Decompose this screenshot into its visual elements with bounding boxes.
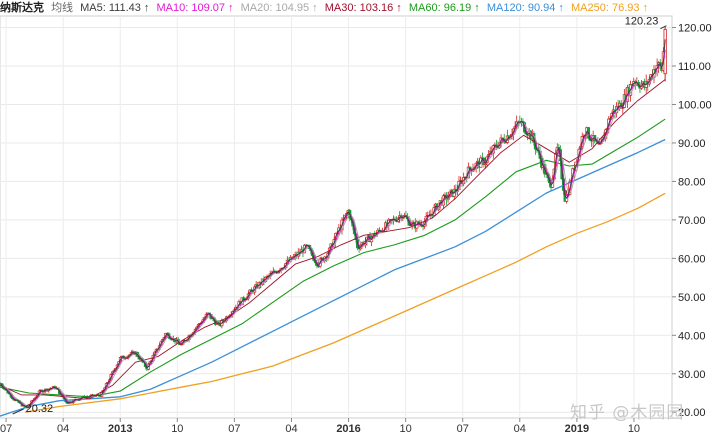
x-tick-label: 10 <box>171 423 183 435</box>
legend-ma60: MA60: 96.19 ↑ <box>408 2 480 14</box>
series-line-ma5 <box>0 39 666 408</box>
y-axis: 20.00 30.00 40.00 50.00 60.00 70.00 80.00 90.00… <box>672 23 712 419</box>
y-tick-label: 50.00 <box>678 292 706 304</box>
x-tick-label: 07 <box>457 423 469 435</box>
legend-ma120: MA120: 90.94 ↑ <box>486 2 564 14</box>
chart-type-label[interactable]: 均线 <box>51 2 74 14</box>
y-tick-label: 60.00 <box>678 253 706 265</box>
annotation-high-arrow <box>660 25 667 30</box>
grid-lines <box>0 15 673 419</box>
y-tick-label: 30.00 <box>678 369 706 381</box>
x-tick-label: 07 <box>228 423 240 435</box>
y-tick-label: 120.00 <box>678 23 712 35</box>
legend-ma5: MA5: 111.43 ↑ <box>80 2 150 14</box>
x-axis: 07 04 2013 10 07 04 2016 10 07 04 2019 10 <box>0 418 640 435</box>
legend-ma250: MA250: 76.93 ↑ <box>571 2 649 14</box>
price-bars <box>0 26 667 409</box>
y-tick-label: 70.00 <box>678 215 706 227</box>
x-tick-label: 2016 <box>336 423 360 435</box>
index-title: 纳斯达克 <box>0 2 44 14</box>
y-tick-label: 100.00 <box>678 99 712 111</box>
legend-ma10: MA10: 109.07 ↑ <box>156 2 234 14</box>
y-tick-label: 90.00 <box>678 138 706 150</box>
x-tick-label: 2019 <box>565 423 589 435</box>
y-tick-label: 80.00 <box>678 176 706 188</box>
legend-ma20: MA20: 104.95 ↑ <box>240 2 318 14</box>
series-line-ma120 <box>0 138 666 417</box>
annotation-low: 20.32 <box>26 403 54 415</box>
x-tick-label: 04 <box>57 423 69 435</box>
series-line-ma20 <box>0 55 666 407</box>
plot-frame <box>0 15 673 419</box>
series-line-ma10 <box>0 49 666 408</box>
annotation-low-arrow <box>12 408 24 415</box>
y-tick-label: 20.00 <box>678 407 706 419</box>
chart-header: 纳斯达克 均线 MA5: 111.43 ↑ MA10: 109.07 ↑ MA2… <box>0 0 672 16</box>
annotations: 120.23 20.32 <box>12 16 667 415</box>
series-line-ma60 <box>0 118 666 398</box>
series-line-ma250 <box>24 192 666 413</box>
watermark: 知乎 @木园园 <box>570 403 685 423</box>
series-line-ma30 <box>0 79 666 400</box>
x-tick-label: 04 <box>514 423 526 435</box>
annotation-high: 120.23 <box>625 16 659 28</box>
x-tick-label: 04 <box>285 423 297 435</box>
y-tick-label: 110.00 <box>678 61 711 73</box>
moving-average-lines <box>0 39 666 417</box>
y-tick-label: 40.00 <box>678 330 706 342</box>
x-tick-label: 2013 <box>108 423 132 435</box>
legend-ma30: MA30: 103.16 ↑ <box>324 2 402 14</box>
x-tick-label: 10 <box>628 423 640 435</box>
x-tick-label: 10 <box>400 423 412 435</box>
x-tick-label: 07 <box>0 423 12 435</box>
